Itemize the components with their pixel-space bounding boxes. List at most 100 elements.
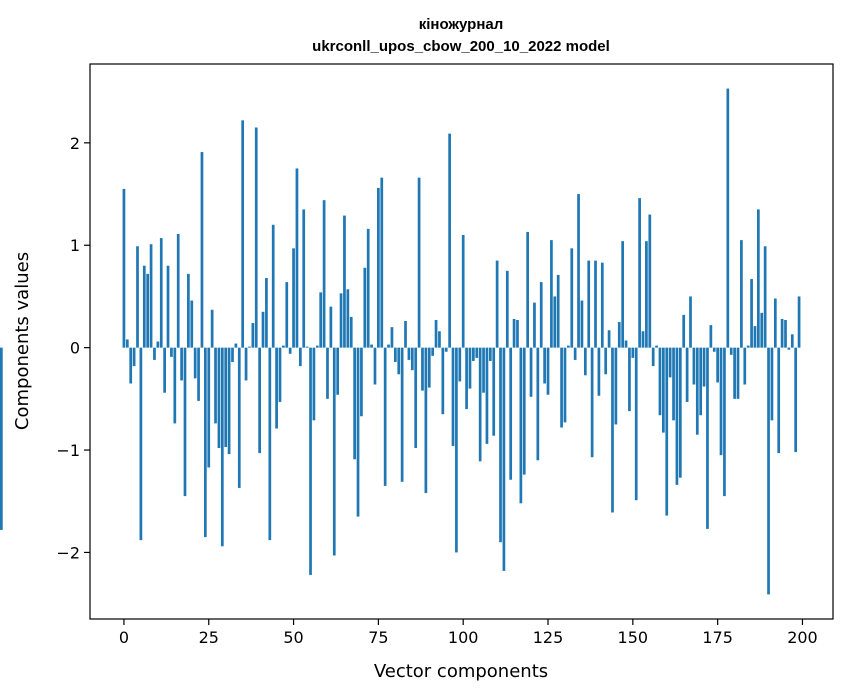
bar — [512, 318, 516, 348]
bar — [380, 177, 384, 348]
bar — [624, 340, 628, 348]
bar — [146, 273, 150, 348]
bar — [129, 347, 133, 384]
bar — [176, 233, 180, 348]
bar — [455, 347, 458, 553]
bar — [706, 347, 709, 529]
bar — [397, 347, 401, 375]
bar — [672, 347, 675, 421]
bar — [678, 347, 682, 478]
bar — [241, 120, 245, 348]
bar — [163, 347, 166, 393]
bar — [746, 345, 750, 348]
bar — [740, 240, 743, 348]
y-tick-label: −1 — [56, 441, 80, 460]
y-axis-ticks: −2 −1 0 1 2 — [56, 134, 90, 562]
bar — [509, 347, 513, 480]
bar — [719, 347, 723, 456]
bar — [410, 347, 414, 371]
bar — [604, 347, 608, 375]
x-tick-label: 175 — [702, 628, 733, 647]
bar — [550, 240, 553, 348]
bar — [421, 347, 424, 391]
bar — [526, 231, 530, 348]
bar — [329, 306, 333, 348]
bar — [193, 347, 197, 379]
bar — [695, 347, 699, 435]
bar — [149, 244, 153, 348]
bar — [488, 347, 492, 361]
bar — [583, 347, 587, 376]
bar — [132, 347, 136, 367]
bar — [166, 265, 170, 348]
bar — [387, 344, 390, 348]
bar — [251, 323, 255, 348]
bar — [753, 326, 757, 348]
x-tick-label: 200 — [787, 628, 818, 647]
bar — [770, 347, 774, 421]
bar — [570, 248, 574, 348]
bar — [431, 347, 435, 356]
bar — [326, 347, 329, 399]
bar — [478, 347, 482, 462]
bar — [505, 270, 509, 348]
bar — [353, 347, 356, 460]
bar — [197, 347, 200, 401]
y-tick-label: −2 — [56, 543, 80, 562]
bar — [621, 241, 625, 348]
bar — [577, 194, 580, 348]
bar — [580, 300, 584, 348]
bar — [794, 347, 798, 453]
bar — [187, 273, 190, 348]
bar — [638, 198, 641, 348]
y-axis-label: Components values — [12, 252, 33, 430]
bar — [125, 339, 129, 348]
bar — [716, 347, 719, 383]
bar — [790, 334, 794, 348]
bar — [522, 347, 526, 475]
bar — [220, 347, 224, 547]
bar — [597, 347, 601, 396]
bar — [556, 274, 560, 348]
bar — [417, 177, 421, 348]
bar — [292, 248, 295, 348]
x-axis-ticks: 0 25 50 75 100 125 150 175 200 — [119, 619, 818, 647]
bar — [258, 347, 261, 454]
chart-title-line-2: ukrconll_upos_cbow_200_10_2022 model — [312, 38, 610, 55]
bar — [634, 347, 638, 501]
bar — [309, 347, 312, 575]
bar — [495, 260, 499, 348]
bar — [200, 152, 204, 348]
bar — [448, 133, 451, 348]
bar — [692, 347, 696, 385]
bar — [336, 347, 340, 395]
y-tick-label: 1 — [70, 236, 80, 255]
bar — [170, 347, 173, 357]
bar — [465, 347, 468, 410]
bar — [472, 347, 475, 361]
bar — [655, 345, 658, 348]
bar — [346, 289, 350, 348]
bar — [190, 300, 194, 348]
bar — [393, 347, 397, 362]
x-tick-label: 100 — [448, 628, 479, 647]
chart-title-line-1: кіножурнал — [419, 16, 504, 33]
bar — [268, 347, 272, 541]
bar — [224, 347, 228, 447]
bar — [312, 347, 316, 421]
bar — [343, 215, 346, 348]
bar — [492, 347, 496, 436]
x-tick-label: 50 — [283, 628, 303, 647]
bar — [773, 298, 777, 348]
bar — [461, 235, 465, 348]
bar — [560, 347, 563, 428]
bar — [658, 347, 662, 416]
bar — [607, 330, 611, 348]
bar — [139, 347, 143, 541]
bar — [502, 347, 506, 571]
bar — [248, 346, 251, 348]
bar — [675, 347, 679, 485]
bar — [210, 309, 214, 348]
x-tick-label: 125 — [533, 628, 564, 647]
bar — [261, 311, 265, 348]
